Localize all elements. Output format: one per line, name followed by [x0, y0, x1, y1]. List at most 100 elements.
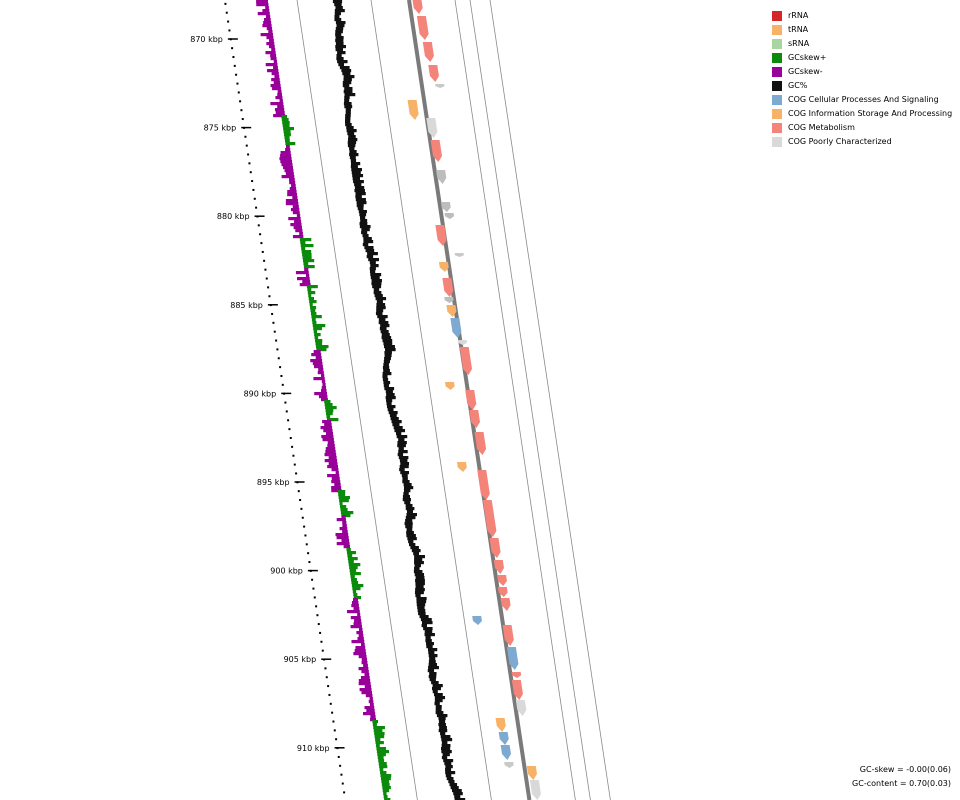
srna-swatch [772, 39, 782, 49]
gc-skew-negative-bar [358, 679, 371, 683]
gc-skew-negative-bar [320, 426, 333, 430]
gc-content-bar [441, 738, 453, 742]
gc-skew-negative-bar [273, 114, 286, 118]
gc-content-bar [336, 57, 344, 61]
gc-skew-positive-bar [352, 587, 361, 591]
gc-content-bar [335, 42, 344, 46]
gc-skew-negative-bar [321, 380, 326, 384]
gene-feature-arrow [438, 262, 449, 272]
gc-skew-negative-bar [312, 362, 323, 366]
gc-content-bar [405, 519, 413, 523]
gc-skew-negative-bar [336, 536, 349, 540]
gc-content-bar [370, 273, 382, 277]
gc-content-bar [355, 195, 362, 199]
gc-content-bar [351, 171, 361, 175]
gcskew-plus-swatch [772, 53, 782, 63]
gc-skew-positive-bar [383, 792, 387, 796]
gene-feature-arrow [482, 500, 497, 537]
gc-skew-negative-bar [272, 87, 282, 91]
gc-content-bar [388, 411, 398, 415]
gene-feature-arrow [489, 538, 501, 558]
gc-content-bar [384, 354, 392, 358]
gene-feature-arrow [436, 170, 447, 184]
gc-content-bar [343, 90, 353, 94]
gc-skew-positive-bar [310, 312, 317, 316]
gc-content-bar [431, 687, 441, 691]
gc-content-bar [345, 114, 351, 118]
legend-item-trna: tRNA [772, 23, 952, 37]
gc-content-bar [335, 30, 343, 34]
gc-skew-positive-bar [378, 762, 387, 766]
gene-feature-arrow [497, 575, 507, 586]
gc-skew-positive-bar [307, 291, 316, 295]
gc-skew-positive-bar [340, 505, 347, 509]
gc-skew-positive-bar [308, 294, 312, 298]
gc-content-bar [335, 21, 346, 25]
gc-skew-negative-bar [331, 480, 341, 484]
gc-skew-negative-bar [275, 111, 285, 115]
gc-content-bar [381, 333, 390, 337]
gc-content-bar [355, 192, 366, 196]
gc-content-bar [381, 336, 392, 340]
gc-content-bar [405, 504, 413, 508]
gc-content-bar [393, 426, 403, 430]
gc-content-bar [398, 438, 405, 442]
gc-skew-track [256, 0, 392, 800]
gc-content-bar [384, 357, 391, 361]
gc-skew-positive-bar [283, 130, 291, 134]
gc-content-bar [442, 753, 450, 757]
gc-content-bar [424, 630, 433, 634]
gc-skew-negative-bar [287, 190, 297, 194]
gc-skew-negative-bar [342, 524, 347, 528]
gc-content-bar [349, 156, 356, 160]
minor-tick [317, 623, 320, 626]
gc-skew-positive-bar [341, 514, 351, 518]
gc-skew-negative-bar [273, 81, 281, 85]
gc-content-bar [334, 12, 341, 16]
gc-content-bar [413, 552, 419, 556]
gc-skew-negative-bar [363, 712, 376, 716]
gc-content-bar [413, 570, 423, 574]
gc-content-bar [376, 303, 386, 307]
gc-content-bar [403, 483, 412, 487]
minor-tick [313, 596, 316, 599]
gc-content-bar [382, 375, 388, 379]
minor-tick [315, 605, 318, 608]
gc-content-bar [346, 129, 357, 133]
gc-skew-negative-bar [269, 39, 274, 43]
gc-content-bar [410, 546, 419, 550]
gc-content-bar [350, 162, 361, 166]
gc-content-bar [363, 237, 372, 241]
gc-skew-positive-bar [350, 572, 361, 576]
gc-skew-positive-bar [375, 744, 380, 748]
gc-content-bar [423, 627, 433, 631]
gc-content-bar [401, 474, 408, 478]
gc-skew-negative-bar [314, 392, 327, 396]
gc-skew-positive-bar [349, 566, 358, 570]
gc-content-bar [425, 639, 432, 643]
cog-cellular-swatch [772, 95, 782, 105]
gc-content-bar [405, 525, 413, 529]
gc-content-bar [376, 309, 384, 313]
gc-skew-negative-bar [267, 69, 279, 73]
gc-content-bar [359, 222, 368, 226]
gc-content-bar [421, 624, 428, 628]
gc-content-bar [379, 327, 387, 331]
gc-skew-positive-bar [326, 418, 339, 422]
gc-skew-negative-bar [293, 226, 303, 230]
gene-feature-arrow [450, 318, 462, 338]
gc-skew-negative-bar [370, 718, 377, 722]
gc-skew-negative-bar [274, 108, 285, 112]
gc-skew-positive-bar [347, 557, 358, 561]
gc-content-bar [438, 723, 446, 727]
gc-content-bar [348, 135, 356, 139]
gc-skew-negative-bar [324, 423, 332, 427]
gc-skew-negative-bar [274, 75, 280, 79]
gc-content-bar [375, 312, 383, 316]
minor-tick [260, 242, 263, 245]
gc-content-bar [406, 513, 417, 517]
gc-content-bar [334, 18, 342, 22]
gc-content-bar [438, 717, 446, 721]
gc-skew-negative-bar [356, 631, 363, 635]
gc-skew-positive-bar [353, 593, 358, 597]
